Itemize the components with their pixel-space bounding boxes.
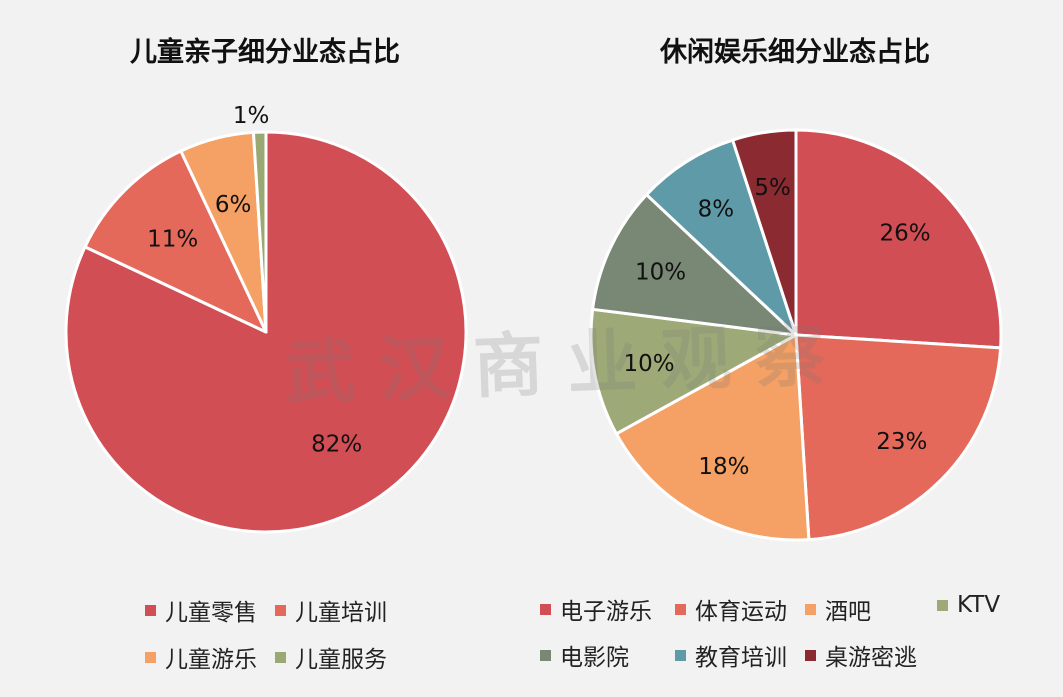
legend-label: 儿童服务 [295,647,387,673]
leisure-slice-3 [589,307,798,436]
legend-label: 酒吧 [825,599,871,625]
leisure-slice-2 [614,333,811,542]
children-data-label-2: 6% [215,192,252,218]
leisure-data-label-6: 5% [754,175,791,201]
leisure-data-label-2: 18% [698,454,749,480]
legend-label: 电子游乐 [560,599,652,625]
leisure-slice-5 [645,138,798,337]
legend-swatch [805,603,816,615]
legend-swatch [540,649,551,661]
leisure-legend-item: 电影院 [540,638,629,672]
legend-swatch [937,599,948,611]
leisure-legend-item: 体育运动 [675,592,787,626]
legend-swatch [145,604,156,616]
children-legend-item: 儿童零售 [145,593,257,627]
leisure-data-label-0: 26% [880,221,931,247]
legend-swatch [675,603,686,615]
legend-label: 教育培训 [695,645,787,671]
leisure-legend-item: 桌游密逃 [805,638,917,672]
leisure-data-label-1: 23% [876,429,927,455]
children-data-label-3: 1% [233,103,270,129]
legend-label: 儿童游乐 [165,647,257,673]
legend-swatch [275,604,286,616]
legend-label: KTV [957,592,1001,618]
leisure-legend-item: KTV [937,592,1000,618]
legend-swatch [675,649,686,661]
leisure-legend-item: 电子游乐 [540,592,652,626]
children-data-label-1: 11% [147,227,198,253]
leisure-data-label-3: 10% [623,351,674,377]
leisure-slice-1 [794,333,1003,542]
children-slice-3 [251,130,268,334]
children-legend-item: 儿童服务 [275,640,387,674]
leisure-data-label-5: 8% [698,197,735,223]
leisure-legend-item: 教育培训 [675,638,787,672]
legend-swatch [540,603,551,615]
legend-swatch [805,649,816,661]
legend-label: 电影院 [560,645,629,671]
leisure-slice-0 [794,128,1003,350]
chart-title-leisure: 休闲娱乐细分业态占比 [660,37,930,68]
legend-label: 体育运动 [695,599,787,625]
children-legend-item: 儿童游乐 [145,640,257,674]
leisure-slice-4 [591,193,798,337]
leisure-slice-6 [731,128,798,337]
legend-swatch [275,651,286,663]
legend-label: 桌游密逃 [825,645,917,671]
children-legend-item: 儿童培训 [275,593,387,627]
legend-label: 儿童零售 [165,600,257,626]
leisure-data-label-4: 10% [635,259,686,285]
children-slice-1 [83,149,268,334]
leisure-legend-item: 酒吧 [805,592,871,626]
chart-title-children: 儿童亲子细分业态占比 [130,37,400,68]
children-data-label-0: 82% [311,431,362,457]
legend-label: 儿童培训 [295,600,387,626]
legend-swatch [145,651,156,663]
